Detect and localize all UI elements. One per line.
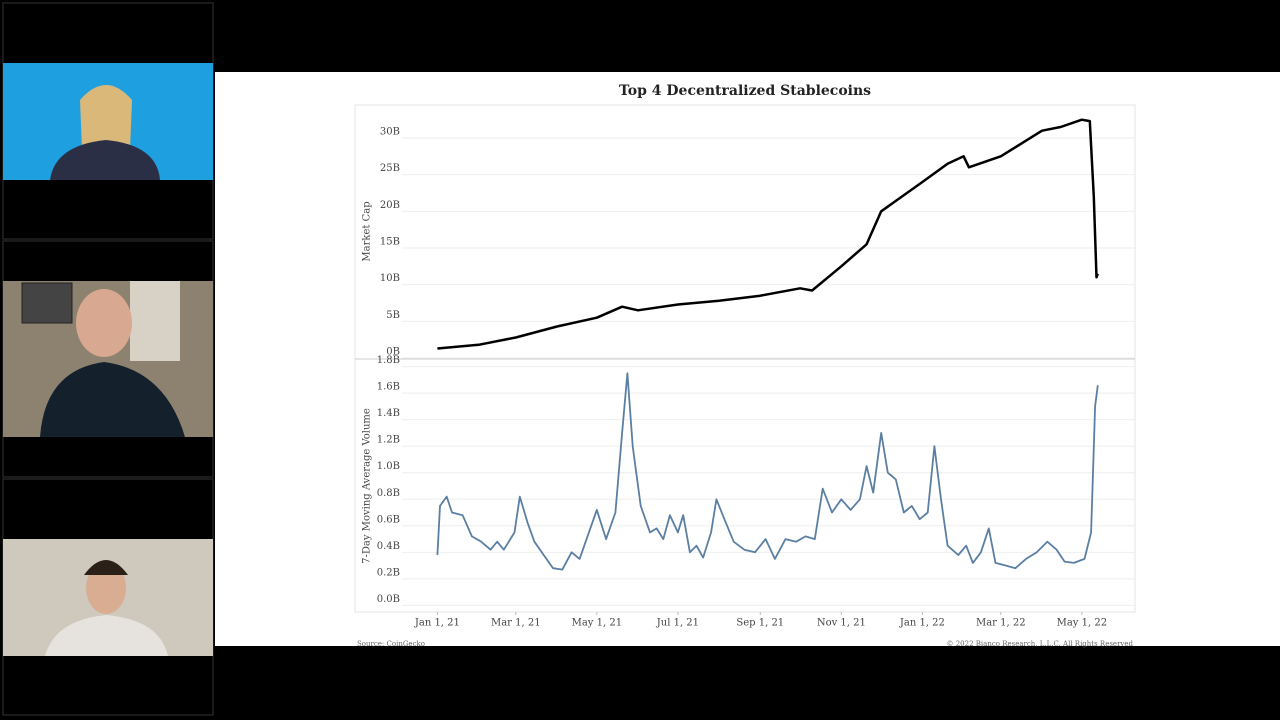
y-tick-label: 10B [380, 273, 400, 284]
y-axis-label: Market Cap [362, 201, 373, 261]
y-tick-label: 0.0B [377, 594, 400, 605]
source-note: Source: CoinGecko [357, 640, 425, 648]
copyright-note: © 2022 Bianco Research, L.L.C. All Right… [947, 640, 1134, 648]
picture [21, 282, 73, 324]
hair [84, 560, 128, 575]
data-line [436, 372, 1099, 571]
x-tick-label: Sep 1, 21 [736, 618, 784, 629]
y-tick-label: 15B [380, 237, 400, 248]
x-tick-label: Nov 1, 21 [817, 618, 866, 629]
y-tick-label: 1.4B [377, 408, 400, 419]
torso [50, 140, 160, 180]
chart-title: Top 4 Decentralized Stablecoins [619, 83, 871, 99]
y-tick-label: 0.2B [377, 567, 400, 578]
x-tick-label: Jan 1, 21 [414, 618, 460, 629]
y-tick-label: 1.0B [377, 461, 400, 472]
torso [45, 615, 168, 656]
y-tick-label: 1.2B [377, 435, 400, 446]
y-tick-label: 0.6B [377, 514, 400, 525]
x-tick-label: Mar 1, 21 [491, 618, 541, 629]
participant-tiles [2, 2, 214, 716]
y-tick-label: 25B [380, 163, 400, 174]
face [76, 289, 132, 357]
y-tick-label: 1.6B [377, 382, 400, 393]
y-tick-label: 1.8B [377, 355, 400, 366]
y-tick-label: 0B [386, 347, 400, 358]
y-tick-label: 30B [380, 127, 400, 138]
y-tick-label: 0.8B [377, 488, 400, 499]
x-tick-label: May 1, 21 [572, 618, 622, 629]
y-tick-label: 5B [386, 310, 400, 321]
hair [80, 85, 132, 150]
door [130, 281, 180, 361]
y-tick-label: 0.4B [377, 541, 400, 552]
y-axis-label: 7-Day Moving Average Volume [362, 408, 373, 564]
data-line [437, 118, 1099, 350]
y-tick-label: 20B [380, 200, 400, 211]
x-tick-label: Jan 1, 22 [899, 618, 945, 629]
x-tick-label: May 1, 22 [1057, 618, 1107, 629]
x-tick-label: Mar 1, 22 [976, 618, 1026, 629]
x-tick-label: Jul 1, 21 [656, 618, 699, 629]
torso [40, 362, 185, 437]
